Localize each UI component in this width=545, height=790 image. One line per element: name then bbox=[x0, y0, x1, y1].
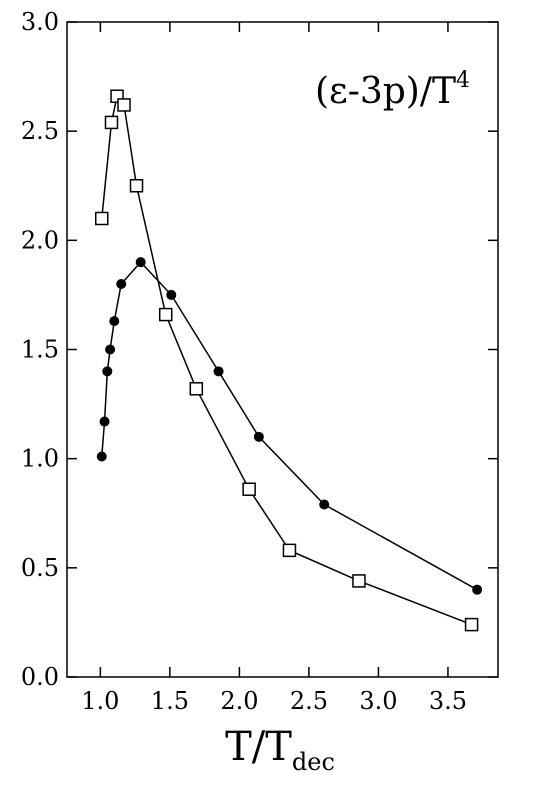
y-tick-label: 1.5 bbox=[21, 336, 59, 364]
point bbox=[253, 431, 264, 442]
x-axis-label: T/Tdec bbox=[225, 724, 335, 776]
annotation: (ε-3p)/T4 bbox=[315, 68, 470, 112]
x-tick-label: 2.0 bbox=[220, 687, 258, 715]
point bbox=[158, 307, 173, 322]
x-label-text: T/T bbox=[225, 724, 292, 770]
point bbox=[319, 499, 330, 510]
point bbox=[109, 316, 120, 327]
point bbox=[189, 382, 204, 396]
point bbox=[99, 416, 110, 427]
point bbox=[105, 344, 116, 355]
x-tick-label: 3.0 bbox=[359, 687, 397, 715]
point bbox=[95, 211, 109, 226]
y-tick-label: 0.0 bbox=[21, 663, 59, 691]
point bbox=[117, 98, 131, 112]
annotation-sup: 4 bbox=[456, 68, 470, 93]
point bbox=[166, 289, 177, 300]
point bbox=[116, 279, 127, 289]
point bbox=[102, 366, 113, 377]
point bbox=[282, 543, 297, 558]
point bbox=[104, 115, 119, 130]
y-tick-label: 2.5 bbox=[21, 117, 59, 145]
x-tick-label: 2.5 bbox=[290, 687, 328, 715]
point bbox=[129, 179, 144, 193]
point bbox=[464, 617, 479, 632]
annotation-text: (ε-3p)/T bbox=[315, 71, 456, 112]
y-tick-label: 1.0 bbox=[21, 445, 59, 473]
y-tick-label: 2.0 bbox=[21, 226, 59, 254]
point bbox=[135, 257, 146, 268]
point bbox=[472, 584, 483, 595]
point bbox=[213, 366, 224, 377]
x-tick-label: 3.5 bbox=[429, 687, 467, 715]
y-tick-label: 0.5 bbox=[21, 554, 59, 582]
y-tick-label: 3.0 bbox=[21, 8, 59, 36]
point bbox=[96, 451, 107, 462]
x-tick-label: 1.5 bbox=[151, 687, 189, 715]
point bbox=[352, 574, 366, 588]
series-line bbox=[101, 261, 478, 591]
x-tick-label: 1.0 bbox=[81, 687, 119, 715]
point bbox=[242, 482, 256, 496]
plot-frame bbox=[66, 21, 499, 678]
x-label-sub: dec bbox=[292, 748, 335, 776]
